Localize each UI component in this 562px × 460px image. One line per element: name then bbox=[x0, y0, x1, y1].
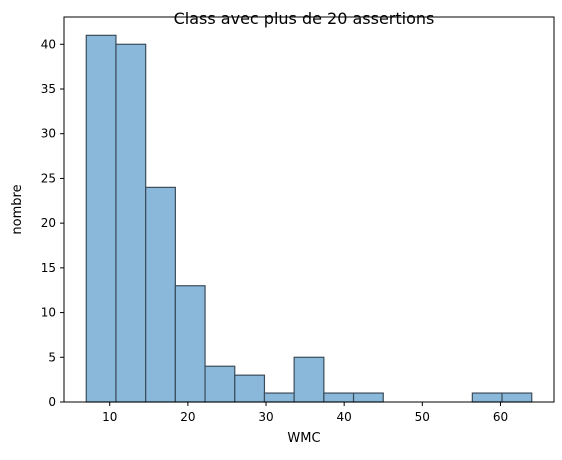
x-tick-label: 20 bbox=[180, 410, 195, 424]
y-tick-label: 15 bbox=[41, 261, 56, 275]
histogram-bar bbox=[115, 43, 147, 403]
histogram-bar bbox=[501, 392, 533, 403]
y-tick-label: 40 bbox=[41, 37, 56, 51]
y-tick-label: 5 bbox=[48, 350, 56, 364]
x-tick-label: 10 bbox=[102, 410, 117, 424]
y-tick-label: 10 bbox=[41, 306, 56, 320]
x-tick-label: 50 bbox=[415, 410, 430, 424]
bars-group bbox=[85, 34, 533, 403]
x-tick-label: 60 bbox=[493, 410, 508, 424]
histogram-bar bbox=[145, 186, 176, 403]
x-axis-label: WMC bbox=[287, 431, 320, 446]
x-axis-ticks: 10 20 30 40 50 60 bbox=[102, 402, 508, 424]
plot-frame bbox=[63, 16, 555, 403]
histogram-bar bbox=[174, 285, 206, 403]
y-tick-label: 25 bbox=[41, 171, 56, 185]
y-tick-label: 35 bbox=[41, 82, 56, 96]
histogram-bar bbox=[204, 365, 236, 403]
chart-title: Class avec plus de 20 assertions bbox=[174, 9, 435, 28]
y-axis-label: nombre bbox=[10, 184, 25, 234]
x-tick-label: 40 bbox=[337, 410, 352, 424]
histogram-bar bbox=[293, 356, 325, 403]
x-tick-label: 30 bbox=[258, 410, 273, 424]
histogram-bar bbox=[323, 392, 355, 403]
histogram-bar bbox=[263, 392, 295, 403]
y-tick-label: 20 bbox=[41, 216, 56, 230]
histogram-bar bbox=[234, 374, 266, 403]
y-tick-label: 0 bbox=[48, 395, 56, 409]
histogram-bar bbox=[85, 34, 117, 403]
histogram-bar bbox=[352, 392, 384, 403]
histogram-bar bbox=[471, 392, 503, 403]
y-axis-ticks: 0 5 10 15 20 25 30 35 40 bbox=[41, 37, 64, 409]
y-tick-label: 30 bbox=[41, 127, 56, 141]
